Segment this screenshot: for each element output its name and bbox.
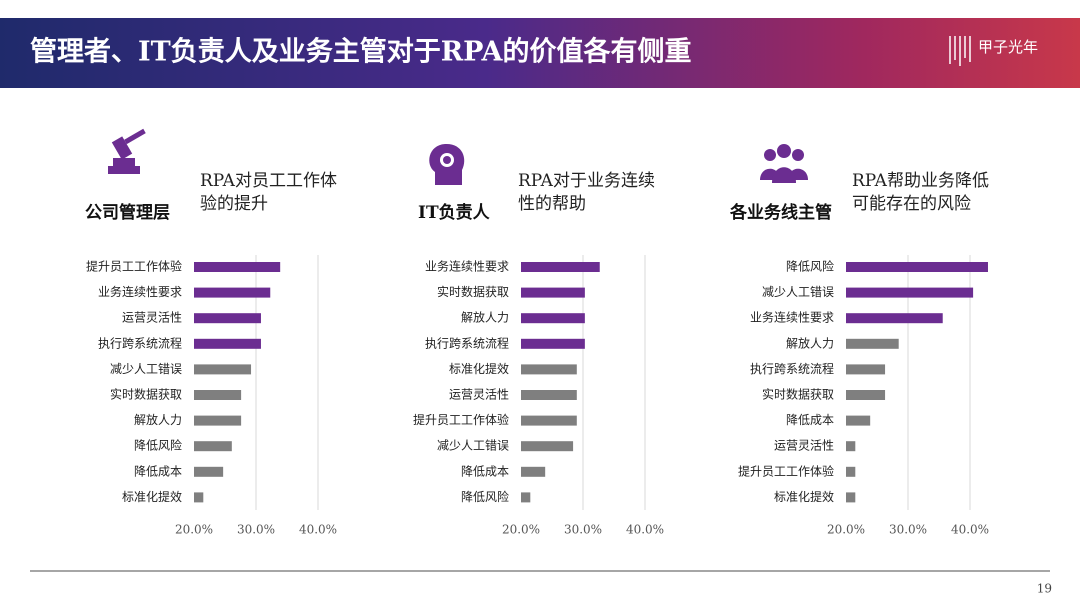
- y-tick-label: 减少人工错误: [437, 439, 509, 453]
- header-title: 管理者、IT负责人及业务主管对于RPA的价值各有侧重: [30, 36, 691, 68]
- bar: [521, 364, 577, 375]
- y-tick-label: 运营灵活性: [122, 311, 182, 325]
- header-banner: [0, 18, 1080, 88]
- icon-head: [429, 143, 465, 185]
- y-tick-label: 实时数据获取: [110, 387, 182, 402]
- bar: [846, 441, 856, 452]
- y-tick-label: 标准化提效: [122, 489, 182, 504]
- x-tick-label: 30.0%: [237, 523, 275, 537]
- chart-title: RPA对员工工作体验的提升: [200, 171, 337, 214]
- logo-mark: [949, 36, 971, 66]
- y-tick-label: 提升员工工作体验: [413, 412, 509, 427]
- x-tick-label: 40.0%: [951, 523, 989, 537]
- bar: [194, 466, 224, 477]
- y-tick-label: 标准化提效: [774, 489, 834, 504]
- bar: [194, 390, 242, 400]
- y-tick-label: 解放人力: [134, 412, 182, 427]
- y-tick-label: 解放人力: [786, 335, 834, 350]
- bar: [846, 262, 988, 272]
- bar: [194, 441, 232, 452]
- chart-title: RPA帮助业务降低可能存在的风险: [852, 171, 989, 214]
- bar: [521, 313, 585, 324]
- bar: [194, 364, 252, 375]
- y-tick-label: 提升员工工作体验: [86, 259, 182, 274]
- y-tick-label: 执行跨系统流程: [425, 335, 509, 350]
- bar: [846, 415, 871, 426]
- bar: [194, 287, 271, 298]
- bar: [846, 492, 856, 503]
- x-tick-label: 20.0%: [502, 523, 540, 537]
- bar: [846, 364, 886, 375]
- bar: [521, 415, 577, 426]
- y-tick-label: 降低风险: [461, 489, 509, 504]
- y-tick-label: 减少人工错误: [110, 362, 182, 376]
- bar: [521, 492, 531, 503]
- bar: [846, 338, 899, 349]
- group-label: 各业务线主管: [730, 203, 832, 223]
- bar: [846, 287, 974, 298]
- x-tick-label: 20.0%: [175, 523, 213, 537]
- y-tick-label: 运营灵活性: [449, 388, 509, 402]
- y-tick-label: 减少人工错误: [762, 285, 834, 299]
- bar: [521, 287, 585, 298]
- bar: [521, 466, 546, 477]
- bar: [521, 441, 574, 452]
- y-tick-label: 标准化提效: [449, 361, 509, 376]
- bar: [521, 262, 600, 272]
- bar: [846, 313, 943, 324]
- y-tick-label: 执行跨系统流程: [750, 361, 834, 376]
- logo-text: 甲子光年: [978, 38, 1038, 56]
- y-tick-label: 业务连续性要求: [98, 284, 182, 299]
- y-tick-label: 提升员工工作体验: [738, 463, 834, 478]
- bar: [846, 390, 886, 400]
- bar: [521, 338, 585, 349]
- x-tick-label: 20.0%: [827, 523, 865, 537]
- bar: [194, 492, 204, 503]
- y-tick-label: 解放人力: [461, 310, 509, 325]
- y-tick-label: 业务连续性要求: [425, 259, 509, 274]
- y-tick-label: 实时数据获取: [437, 284, 509, 299]
- chart-title: RPA对于业务连续性的帮助: [518, 171, 655, 214]
- x-tick-label: 30.0%: [564, 523, 602, 537]
- y-tick-label: 降低风险: [134, 438, 182, 453]
- bar: [194, 338, 261, 349]
- icon-gavel: [108, 128, 146, 174]
- page-number: 19: [1037, 582, 1052, 596]
- y-tick-label: 降低成本: [461, 464, 509, 478]
- icon-people: [760, 144, 808, 183]
- bar: [846, 466, 856, 477]
- y-tick-label: 降低成本: [786, 413, 834, 427]
- y-tick-label: 运营灵活性: [774, 439, 834, 453]
- bar: [194, 262, 281, 272]
- y-tick-label: 降低成本: [134, 464, 182, 478]
- y-tick-label: 业务连续性要求: [750, 310, 834, 325]
- group-label: IT负责人: [418, 203, 490, 223]
- y-tick-label: 实时数据获取: [762, 387, 834, 402]
- bar: [194, 313, 261, 324]
- y-tick-label: 执行跨系统流程: [98, 335, 182, 350]
- bar: [521, 390, 577, 400]
- x-tick-label: 40.0%: [299, 523, 337, 537]
- group-label: 公司管理层: [85, 203, 170, 223]
- y-tick-label: 降低风险: [786, 259, 834, 274]
- x-tick-label: 30.0%: [889, 523, 927, 537]
- bar: [194, 415, 242, 426]
- x-tick-label: 40.0%: [626, 523, 664, 537]
